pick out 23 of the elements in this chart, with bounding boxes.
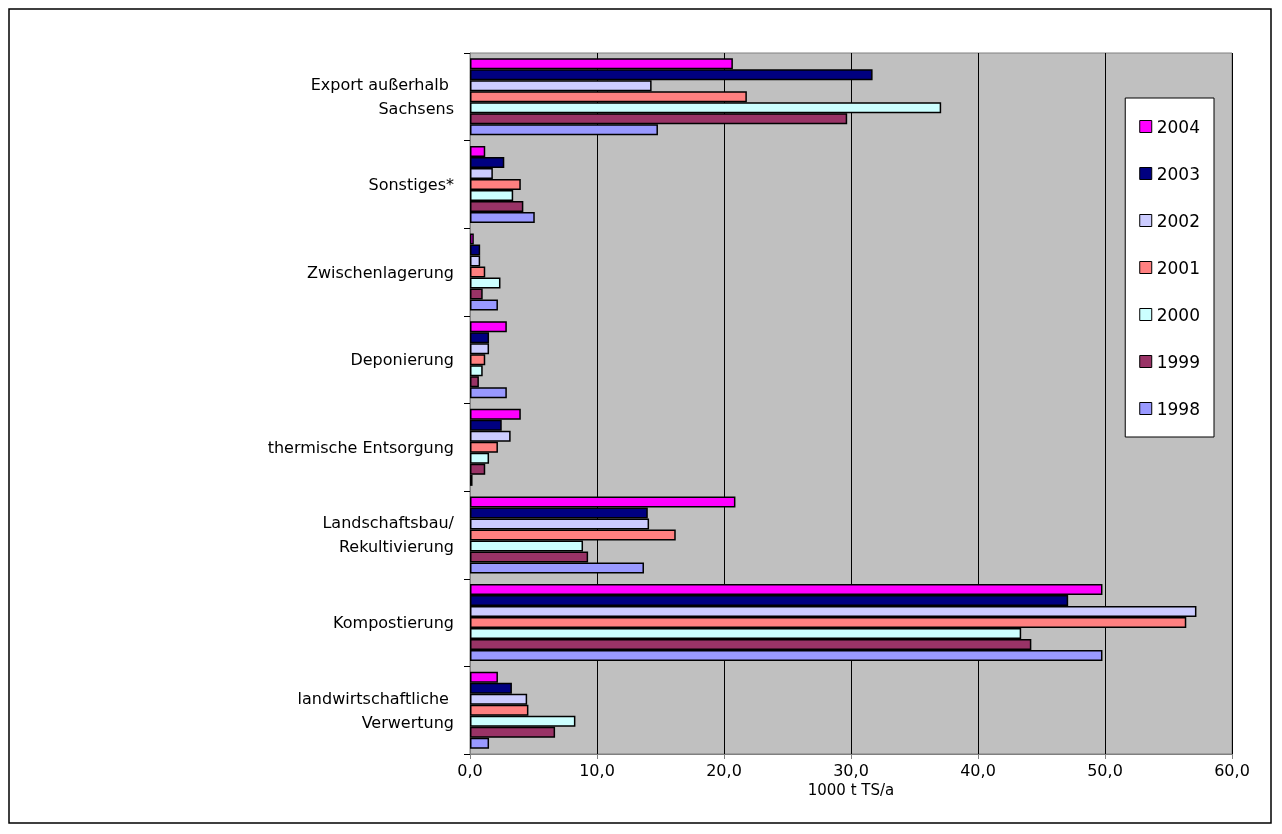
y-tick-label: thermische Entsorgung <box>267 437 454 457</box>
y-tick-label: Export außerhalb Sachsens <box>310 75 454 119</box>
x-tick-label: 40,0 <box>960 760 996 780</box>
x-tick-label: 10,0 <box>579 760 615 780</box>
y-tick-label: Sonstiges* <box>368 174 454 194</box>
y-tick-label: landwirtschaftliche Verwertung <box>297 688 454 732</box>
legend-label: 2000 <box>1156 304 1200 325</box>
legend-label: 1999 <box>1156 351 1200 372</box>
x-tick-label: 30,0 <box>833 760 869 780</box>
y-tick-label: Deponierung <box>350 350 454 370</box>
x-tick-label: 60,0 <box>1214 760 1250 780</box>
y-tick-label: Zwischenlagerung <box>306 262 454 282</box>
legend-label: 2002 <box>1156 210 1200 231</box>
y-tick-label: Kompostierung <box>333 613 454 633</box>
legend-label: 2001 <box>1156 257 1200 278</box>
legend-label: 2004 <box>1156 116 1200 137</box>
x-axis-title: 1000 t TS/a <box>807 781 895 800</box>
y-tick-label: Landschaftsbau/Rekultivierung <box>322 513 455 557</box>
x-tick-label: 50,0 <box>1087 760 1123 780</box>
legend-label: 1998 <box>1156 398 1200 419</box>
x-tick-label: 20,0 <box>706 760 742 780</box>
x-tick-label: 0,0 <box>457 760 483 780</box>
legend-label: 2003 <box>1156 163 1200 184</box>
